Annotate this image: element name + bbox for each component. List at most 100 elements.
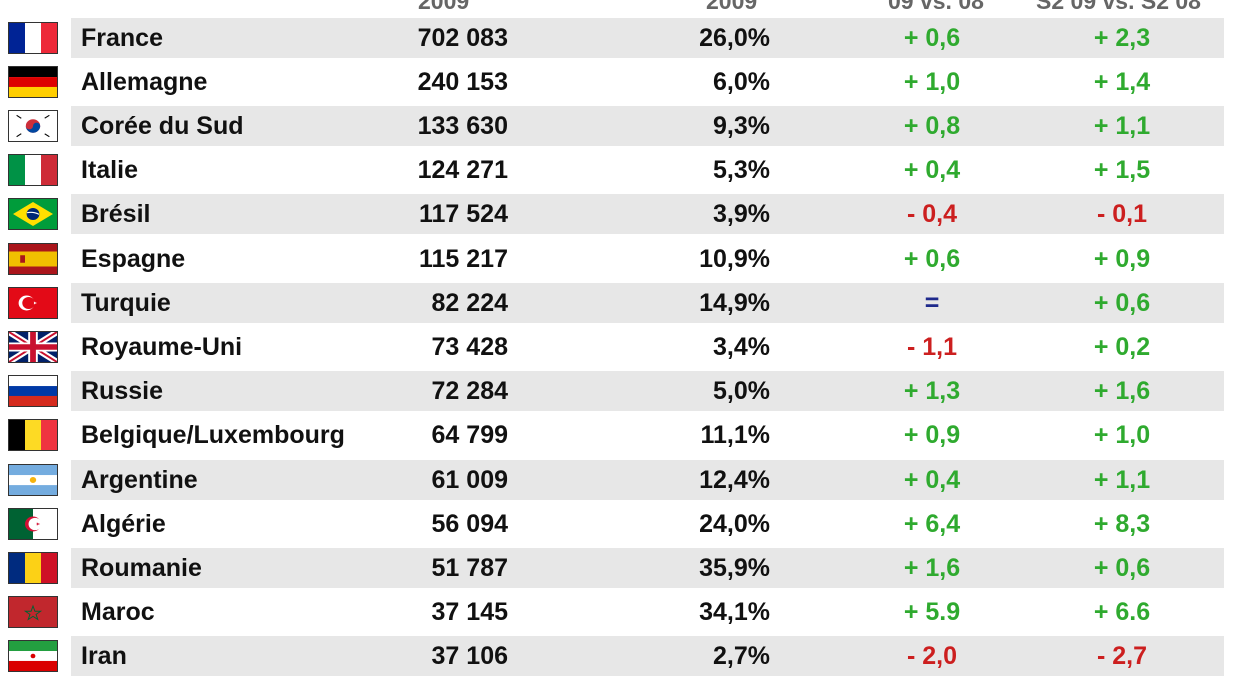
change-s2-value: - 0,1 — [1096, 200, 1148, 229]
table-row: Iran 37 106 2,7% - 2,0 - 2,7 — [0, 636, 1239, 677]
country-name-italie: Italie — [81, 156, 138, 185]
volume-value: 56 094 — [431, 509, 508, 538]
change-s2-value: - 2,7 — [1096, 642, 1148, 671]
row-background — [71, 282, 1224, 323]
morocco-flag-icon — [8, 596, 58, 629]
country-name-espagne: Espagne — [81, 244, 186, 273]
volume-value: 702 083 — [417, 23, 508, 52]
country-name-algerie: Algérie — [81, 509, 166, 538]
row-background — [71, 547, 1224, 588]
change-s2-value: + 1,1 — [1093, 111, 1151, 140]
change-s2-value: + 1,1 — [1093, 465, 1151, 494]
country-name-belgique-luxembourg: Belgique/Luxembourg — [81, 421, 345, 450]
row-background — [71, 105, 1224, 146]
table-row: Corée du Sud 133 630 9,3% + 0,8 + 1,1 — [0, 105, 1239, 146]
change-s2-value: + 0,9 — [1093, 244, 1151, 273]
table-row: Belgique/Luxembourg 64 799 11,1% + 0,9 + 1,0 — [0, 415, 1239, 455]
change-s2-value: + 2,3 — [1093, 23, 1151, 52]
france-flag-icon — [8, 21, 58, 54]
share-value: 12,4% — [699, 465, 770, 494]
table-row: France 702 083 26,0% + 0,6 + 2,3 — [0, 17, 1239, 58]
change-year-value: + 1,6 — [903, 553, 961, 582]
italy-flag-icon — [8, 154, 58, 187]
volume-value: 115 217 — [419, 244, 508, 273]
change-s2-value: + 8,3 — [1093, 509, 1151, 538]
change-year-value: + 0,4 — [903, 465, 961, 494]
header-change-year: 09 vs. 08 — [888, 0, 984, 14]
share-value: 6,0% — [713, 67, 770, 96]
share-value: 10,9% — [699, 244, 770, 273]
share-value: 34,1% — [699, 598, 770, 627]
header-change-s2: S2 09 vs. S2 08 — [1036, 0, 1201, 14]
brazil-flag-icon — [8, 198, 58, 231]
volume-value: 72 284 — [431, 377, 508, 406]
spain-flag-icon — [8, 242, 58, 275]
south-korea-flag-icon — [8, 109, 58, 142]
share-value: 5,0% — [713, 377, 770, 406]
row-background — [71, 459, 1224, 500]
volume-value: 37 106 — [431, 642, 508, 671]
volume-value: 240 153 — [417, 67, 508, 96]
turkey-flag-icon — [8, 286, 58, 319]
row-background — [71, 17, 1224, 58]
volume-value: 73 428 — [431, 332, 508, 361]
country-name-coree-du-sud: Corée du Sud — [81, 111, 244, 140]
volume-value: 117 524 — [419, 200, 508, 229]
row-background — [71, 194, 1224, 235]
change-year-value: + 0,8 — [903, 111, 961, 140]
country-name-argentine: Argentine — [81, 465, 198, 494]
table-row: Brésil 117 524 3,9% - 0,4 - 0,1 — [0, 194, 1239, 235]
share-value: 2,7% — [713, 642, 770, 671]
change-year-value: + 0,4 — [903, 156, 961, 185]
change-year-value: - 2,0 — [906, 642, 958, 671]
change-year-value: + 0,6 — [903, 23, 961, 52]
volume-value: 64 799 — [431, 421, 508, 450]
share-value: 26,0% — [699, 23, 770, 52]
row-background — [71, 636, 1224, 677]
country-name-roumanie: Roumanie — [81, 553, 202, 582]
table-row: Argentine 61 009 12,4% + 0,4 + 1,1 — [0, 459, 1239, 500]
change-year-value: = — [924, 288, 940, 317]
table-row: Allemagne 240 153 6,0% + 1,0 + 1,4 — [0, 62, 1239, 102]
country-name-bresil: Brésil — [81, 200, 151, 229]
volume-value: 61 009 — [431, 465, 508, 494]
country-name-royaume-uni: Royaume-Uni — [81, 332, 243, 361]
volume-value: 82 224 — [431, 288, 508, 317]
change-s2-value: + 0,6 — [1093, 288, 1151, 317]
germany-flag-icon — [8, 65, 58, 98]
volume-value: 51 787 — [431, 553, 508, 582]
header-volume: 2009 — [418, 0, 470, 14]
russia-flag-icon — [8, 375, 58, 408]
country-name-iran: Iran — [81, 642, 127, 671]
change-s2-value: + 1,6 — [1093, 377, 1151, 406]
volume-value: 133 630 — [417, 111, 508, 140]
table-row: Italie 124 271 5,3% + 0,4 + 1,5 — [0, 150, 1239, 190]
country-name-allemagne: Allemagne — [81, 67, 208, 96]
change-year-value: + 5.9 — [903, 598, 961, 627]
table-row: Russie 72 284 5,0% + 1,3 + 1,6 — [0, 371, 1239, 412]
iran-flag-icon — [8, 640, 58, 673]
share-value: 3,4% — [713, 332, 770, 361]
romania-flag-icon — [8, 551, 58, 584]
share-value: 35,9% — [699, 553, 770, 582]
change-s2-value: + 1,4 — [1093, 67, 1151, 96]
change-year-value: + 1,0 — [903, 67, 961, 96]
table-row: Algérie 56 094 24,0% + 6,4 + 8,3 — [0, 504, 1239, 544]
share-value: 5,3% — [713, 156, 770, 185]
header-share: 2009 — [706, 0, 758, 14]
belgium-flag-icon — [8, 419, 58, 452]
table-row: Turquie 82 224 14,9% = + 0,6 — [0, 282, 1239, 323]
share-value: 11,1% — [700, 421, 770, 450]
country-name-france: France — [81, 23, 163, 52]
change-year-value: + 1,3 — [903, 377, 961, 406]
change-year-value: + 0,6 — [903, 244, 961, 273]
column-header-row: 2009 2009 09 vs. 08 S2 09 vs. S2 08 — [0, 0, 1239, 14]
change-s2-value: + 0,6 — [1093, 553, 1151, 582]
change-year-value: + 0,9 — [903, 421, 961, 450]
share-value: 24,0% — [699, 509, 770, 538]
united-kingdom-flag-icon — [8, 330, 58, 363]
country-name-turquie: Turquie — [81, 288, 171, 317]
share-value: 14,9% — [699, 288, 770, 317]
change-s2-value: + 6.6 — [1093, 598, 1151, 627]
share-value: 3,9% — [713, 200, 770, 229]
